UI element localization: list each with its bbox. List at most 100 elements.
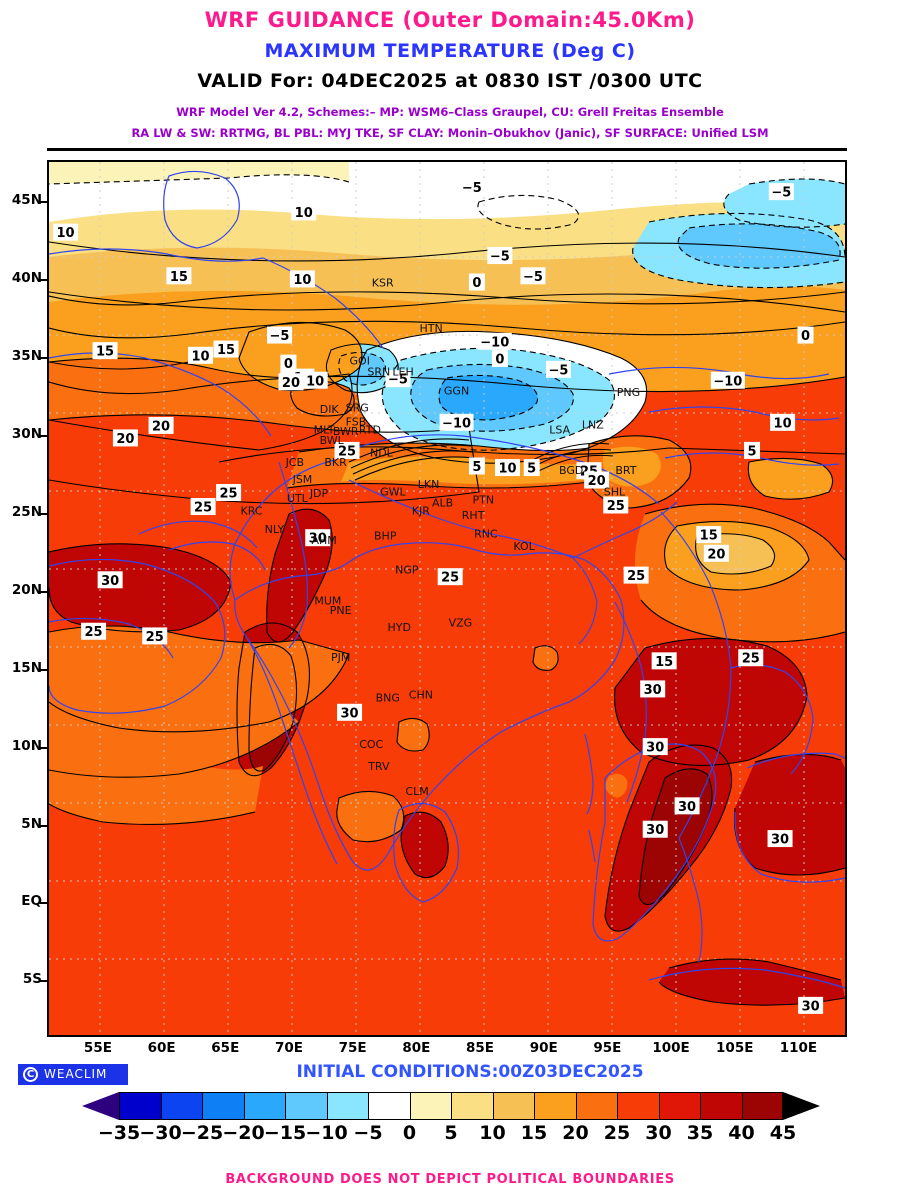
contour-label-box: [767, 830, 793, 848]
header-divider: [47, 148, 847, 151]
station-label: PNG: [617, 386, 640, 399]
colorbar-tick-label: 5: [444, 1122, 458, 1144]
station-label: LKN: [418, 478, 440, 491]
contour-label-box: [487, 247, 513, 265]
y-axis-tick-label: 10N: [11, 737, 42, 754]
colorbar-tick-label: 40: [728, 1122, 755, 1144]
colorbar-swatch[interactable]: [368, 1092, 410, 1120]
colorbar-swatch[interactable]: [700, 1092, 742, 1120]
colorbar-cells[interactable]: [119, 1092, 783, 1120]
colorbar-swatch[interactable]: [285, 1092, 327, 1120]
contour-label: 10: [192, 349, 210, 364]
station-label: RTD: [359, 423, 381, 436]
page-subtitle: MAXIMUM TEMPERATURE (Deg C): [264, 40, 636, 62]
contour-label-box: [289, 270, 315, 288]
colorbar-swatch[interactable]: [658, 1092, 700, 1120]
colorbar-swatch[interactable]: [160, 1092, 202, 1120]
contour-label-box: [190, 498, 216, 516]
contour-label: 25: [220, 486, 238, 501]
contour-label-box: [703, 544, 729, 562]
temperature-map[interactable]: 1010−5−51510−50−50−5151510−100−50−151020…: [47, 160, 847, 1037]
contour-label: 30: [802, 999, 820, 1014]
x-axis-tick-label: 105E: [716, 1040, 754, 1056]
y-axis-tick: [40, 278, 47, 281]
contour-label: 25: [627, 569, 645, 584]
station-label: COC: [359, 738, 383, 751]
contour-label: 15: [700, 529, 718, 544]
y-axis-tick: [40, 824, 47, 827]
contour-label: 25: [338, 444, 356, 459]
station-label: BGD: [559, 464, 583, 477]
contour-label-box: [291, 203, 317, 221]
contour-label-box: [642, 738, 668, 756]
colorbar-tick-labels: −35 −30 −25 −20 −15 −10 −5 0 5 10 15 20 25 30 35 40 45: [0, 1122, 900, 1148]
station-label: LNZ: [582, 419, 604, 432]
contour-label-box: [459, 178, 485, 196]
colorbar-tick-label: 15: [520, 1122, 548, 1144]
contour-label: 10: [295, 206, 313, 221]
contour-label-box: [584, 471, 610, 489]
colorbar-swatch[interactable]: [617, 1092, 659, 1120]
contour-label: 30: [646, 741, 664, 756]
copyright-icon: C: [23, 1067, 38, 1082]
colorbar-tick-label: −20: [222, 1122, 265, 1144]
colorbar-tick-label: 10: [479, 1122, 506, 1144]
y-axis-tick-label: EQ: [21, 893, 42, 910]
contour-label: 25: [607, 499, 625, 514]
contour-label-box: [337, 703, 363, 721]
contour-label-box: [334, 441, 360, 459]
contour-label: 15: [170, 270, 188, 285]
contour-label-box: [642, 820, 668, 838]
colorbar-swatch[interactable]: [451, 1092, 493, 1120]
station-label: KOL: [513, 540, 535, 553]
y-axis-tick-label: 40N: [11, 269, 42, 286]
station-label: ALB: [432, 497, 453, 510]
colorbar-tick-label: 35: [686, 1122, 714, 1144]
contour-label: −10: [713, 374, 742, 389]
contour-label: 30: [771, 833, 789, 848]
contour-label: 20: [152, 419, 170, 434]
colorbar-swatch[interactable]: [409, 1092, 451, 1120]
contour-label-box: [439, 413, 474, 431]
contour-label-box: [738, 649, 764, 667]
station-label: BWL: [320, 434, 345, 447]
station-label: PTN: [473, 493, 495, 506]
colorbar-swatch[interactable]: [534, 1092, 576, 1120]
x-axis-tick-label: 100E: [652, 1040, 690, 1056]
contour-label: 0: [284, 357, 293, 372]
station-label: JCB: [285, 456, 304, 469]
station-label: HTN: [419, 322, 442, 335]
colorbar-swatch[interactable]: [119, 1092, 161, 1120]
colorbar-swatch[interactable]: [243, 1092, 285, 1120]
colorbar-swatch[interactable]: [741, 1092, 783, 1120]
contour-label-box: [112, 429, 138, 447]
y-axis-tick-label: 30N: [11, 425, 42, 442]
y-axis-tick-label: 20N: [11, 581, 42, 598]
weaclim-label: WEACLIM: [44, 1067, 108, 1081]
station-label: NGP: [395, 564, 419, 577]
station-label: HYD: [388, 621, 411, 634]
contour-label: 30: [678, 800, 696, 815]
colorbar-swatch[interactable]: [326, 1092, 368, 1120]
disclaimer-note: BACKGROUND DOES NOT DEPICT POLITICAL BOU…: [225, 1172, 675, 1187]
contour-label-box: [797, 326, 814, 344]
y-axis-tick-label: 45N: [11, 191, 42, 208]
contour-label-box: [710, 371, 745, 389]
colorbar-tick-label: −30: [139, 1122, 182, 1144]
colorbar-swatch[interactable]: [575, 1092, 617, 1120]
station-label: LSA: [549, 423, 570, 436]
colorbar-swatch[interactable]: [202, 1092, 244, 1120]
contour-label-box: [305, 529, 331, 547]
contour-label: −5: [523, 270, 543, 285]
contour-label: −5: [548, 363, 568, 378]
station-label: KSR: [372, 277, 394, 290]
contour-label: 5: [748, 444, 757, 459]
x-axis-tick-label: 55E: [83, 1040, 112, 1056]
colorbar[interactable]: −35 −30 −25 −20 −15 −10 −5 0 5 10 15 20 25 30 35 40 45: [0, 1092, 900, 1152]
weaclim-logo: C WEACLIM: [18, 1064, 128, 1085]
colorbar-swatch[interactable]: [492, 1092, 534, 1120]
y-axis-tick: [40, 356, 47, 359]
contour-label-box: [768, 183, 794, 201]
contour-label-box: [92, 342, 118, 360]
